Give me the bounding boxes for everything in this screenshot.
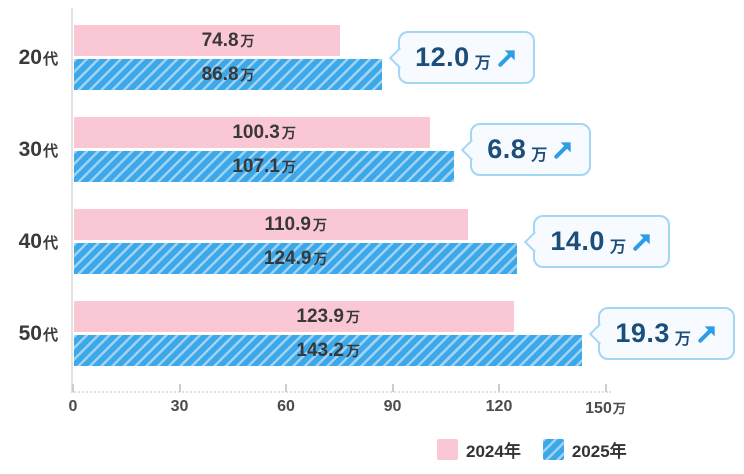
category-label: 30代 xyxy=(18,138,58,161)
bar-value-label: 124.9 万 xyxy=(263,248,328,269)
callout-tail xyxy=(461,138,483,161)
up-right-arrow-icon xyxy=(554,142,571,159)
bar-group-50s: 50代 123.9 万 143.2 万 19.3 万 xyxy=(0,301,744,367)
x-tick-mark xyxy=(604,384,607,392)
x-tick-label: 0 xyxy=(68,398,78,415)
x-tick-mark xyxy=(498,384,500,392)
up-right-arrow-icon xyxy=(633,234,650,251)
x-tick-mark xyxy=(391,384,394,392)
diff-callout: 19.3 万 xyxy=(589,307,735,360)
bar-value-label: 143.2 万 xyxy=(296,340,360,361)
category-label: 40代 xyxy=(18,230,58,253)
x-tick-label: 60 xyxy=(277,398,295,415)
x-tick-label: 90 xyxy=(383,398,402,415)
bar-2025: 124.9 万 xyxy=(74,243,518,274)
x-tick-label: 30 xyxy=(170,398,189,415)
diff-callout: 6.8 万 xyxy=(461,123,592,176)
bar-2025: 143.2 万 xyxy=(74,335,583,366)
bar-value-label: 123.9 万 xyxy=(296,306,360,327)
diff-callout: 14.0 万 xyxy=(524,215,670,268)
bar-group-20s: 20代 74.8 万 86.8 万 12.0 万 xyxy=(0,25,744,91)
x-axis-unit: 万 xyxy=(612,401,626,416)
bar-value-label: 110.9 万 xyxy=(264,214,327,235)
category-label: 20代 xyxy=(18,46,58,69)
legend: 2024年 2025年 xyxy=(437,437,627,462)
callout-tail xyxy=(524,230,546,253)
x-axis-baseline xyxy=(71,391,611,393)
x-tick-label: 150万 xyxy=(585,400,626,417)
x-tick-mark xyxy=(72,384,74,392)
x-tick-label: 120 xyxy=(485,398,513,415)
bar-value-label: 100.3 万 xyxy=(232,122,296,143)
bar-2024: 100.3 万 xyxy=(74,117,431,148)
bar-group-30s: 30代 100.3 万 107.1 万 6.8 万 xyxy=(0,117,744,183)
bar-2025: 107.1 万 xyxy=(74,151,455,182)
bar-2024: 74.8 万 xyxy=(74,25,340,56)
bar-value-label: 74.8 万 xyxy=(201,30,255,51)
legend-item-2024: 2024年 xyxy=(437,437,521,462)
bar-value-label: 107.1 万 xyxy=(232,156,296,177)
diff-callout: 12.0 万 xyxy=(389,31,535,84)
bar-2024: 123.9 万 xyxy=(74,301,514,332)
bar-group-40s: 40代 110.9 万 124.9 万 14.0 万 xyxy=(0,209,744,275)
legend-swatch-2025 xyxy=(542,439,564,460)
bar-value-label: 86.8 万 xyxy=(201,64,255,85)
legend-item-2025: 2025年 xyxy=(542,437,627,462)
category-label: 50代 xyxy=(18,322,58,345)
x-tick-mark xyxy=(178,384,181,392)
bar-2025: 86.8 万 xyxy=(74,59,383,90)
y-axis-line xyxy=(71,8,73,392)
x-tick-mark xyxy=(285,384,287,392)
up-right-arrow-icon xyxy=(698,326,715,343)
up-right-arrow-icon xyxy=(498,50,515,67)
bar-2024: 110.9 万 xyxy=(74,209,468,240)
callout-tail xyxy=(389,46,411,69)
callout-tail xyxy=(589,322,611,345)
legend-swatch-2024 xyxy=(437,439,458,460)
